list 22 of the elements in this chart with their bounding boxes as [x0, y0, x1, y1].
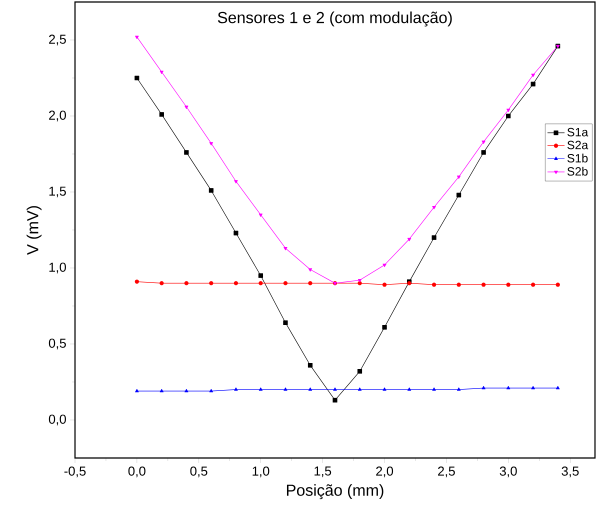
y-axis-title: V (mV)	[26, 206, 42, 255]
x-tick-label: 0,5	[190, 466, 208, 478]
x-tick-label: 1,0	[252, 466, 270, 478]
text: Sensores 1 e 2 (com modulação)	[218, 11, 452, 26]
x-tick-label: 2,5	[438, 466, 455, 478]
legend-label: S2b	[567, 166, 588, 176]
x-tick-label: 0,0	[128, 466, 146, 478]
x-tick-label: 2,0	[376, 466, 394, 478]
y-tick-label: 2,0	[49, 110, 66, 122]
y-tick-label: 2,5	[49, 34, 66, 46]
x-tick-label: 3,5	[562, 466, 579, 478]
x-tick-label: 1,5	[314, 466, 332, 478]
legend-label: S2a	[567, 140, 588, 150]
y-tick-label: 0,0	[48, 414, 66, 426]
x-axis-title: Posição (mm)	[286, 484, 384, 500]
y-tick-label: 1,0	[49, 262, 66, 274]
legend-label: S1a	[567, 128, 588, 136]
x-tick-label: 3,0	[500, 466, 517, 478]
legend-label: S1b	[567, 154, 588, 162]
y-tick-label: 0,5	[48, 338, 66, 350]
y-tick-label: 1,5	[49, 186, 66, 198]
x-tick-label: -0,5	[64, 466, 86, 478]
